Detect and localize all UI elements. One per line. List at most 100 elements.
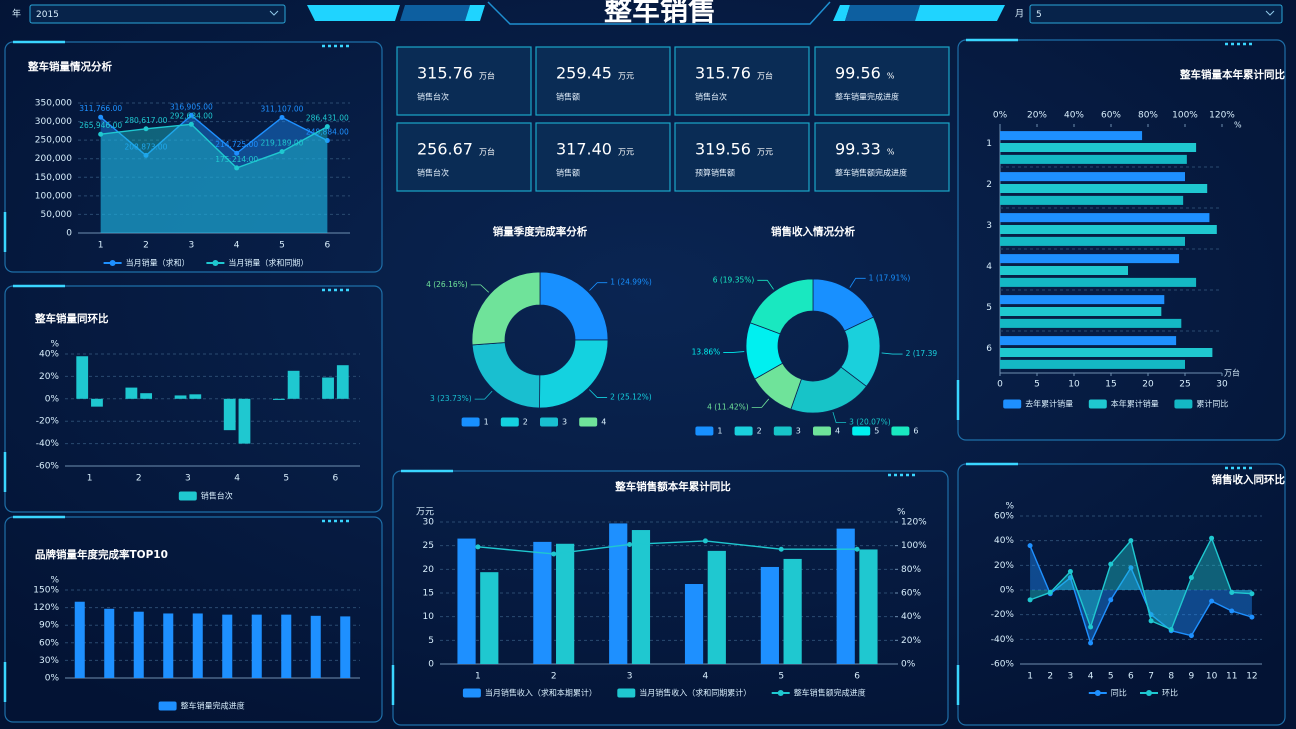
kpi-card: [396, 46, 532, 116]
bar: [556, 543, 575, 664]
legend-label: 去年累计销量: [1025, 399, 1073, 409]
chart-title: 整车销量情况分析: [27, 60, 112, 73]
legend-swatch: [158, 701, 177, 711]
point: [1067, 569, 1073, 574]
y-tick-label: 20%: [901, 636, 921, 646]
legend-swatch: [212, 260, 219, 266]
point: [1249, 591, 1255, 597]
x-tick-label: 25: [1179, 380, 1190, 390]
year-value[interactable]: 2015: [36, 10, 59, 20]
x2-tick-label: 60%: [1101, 111, 1121, 121]
bar: [238, 398, 251, 444]
bar: [457, 538, 476, 664]
kpi-label: 销售台次: [417, 168, 449, 178]
slice-label: 4 (26.16%): [426, 280, 468, 289]
month-value[interactable]: 5: [1036, 10, 1042, 20]
area: [100, 124, 328, 233]
bar: [707, 550, 726, 664]
axis-unit: %: [897, 508, 906, 518]
slice-label: 2 (17.39: [906, 349, 938, 358]
y-tick-label: 120%: [901, 518, 927, 528]
point: [98, 114, 104, 120]
x-tick-label: 6: [333, 474, 339, 484]
y-tick-label: 150,000: [35, 173, 72, 183]
bar: [1000, 254, 1180, 264]
point: [1229, 589, 1235, 595]
header-decor: [307, 1, 1005, 25]
legend-swatch: [617, 688, 636, 698]
slice-label: 1 (24.99%): [610, 278, 652, 287]
area: [1030, 538, 1252, 630]
area: [1030, 545, 1252, 644]
x2-tick-label: 100%: [1172, 111, 1198, 121]
legend-label: 1: [717, 427, 722, 436]
point: [1047, 589, 1053, 595]
y-tick-label: 0%: [45, 674, 60, 684]
legend-swatch: [734, 426, 753, 436]
value-label: 248,884.00: [306, 128, 349, 137]
bar: [174, 395, 187, 399]
legend-label: 当月销量（求和）: [126, 258, 190, 268]
x-tick-label: 3: [185, 474, 191, 484]
point: [188, 112, 194, 118]
bar: [859, 549, 878, 664]
point: [1188, 575, 1194, 581]
y-tick-label: 0: [66, 229, 72, 239]
bar: [1000, 142, 1197, 153]
kpi-label: 销售额: [556, 92, 580, 102]
legend-swatch: [1094, 690, 1101, 696]
y-tick-label: 10: [423, 612, 435, 622]
x-tick-label: 2: [1047, 672, 1053, 682]
y-tick-label: 120%: [33, 603, 59, 613]
y-tick-label: -40%: [36, 439, 60, 449]
kpi-unit: 万元: [757, 148, 773, 157]
y-tick-label: 100%: [901, 541, 927, 551]
year-select[interactable]: [29, 4, 286, 24]
y-tick-label: 5: [428, 636, 434, 646]
x-tick-label: 5: [1034, 380, 1040, 390]
point: [1209, 535, 1215, 541]
kpi-value: 315.76: [695, 64, 751, 83]
point: [188, 121, 194, 127]
kpi-card: [674, 46, 810, 116]
value-label: 286,431.00: [306, 114, 349, 123]
bar: [310, 615, 321, 678]
bar: [609, 523, 628, 664]
x-tick-label: 3: [627, 672, 633, 682]
x-tick-label: 10: [1068, 380, 1080, 390]
y-tick-label: -60%: [991, 660, 1015, 670]
value-label: 311,766.00: [79, 104, 122, 113]
leader-line: [881, 352, 903, 355]
bar: [533, 541, 552, 664]
y-tick-label: 90%: [39, 621, 59, 631]
x-tick-label: 9: [1189, 672, 1195, 682]
leader-line: [470, 284, 490, 293]
legend-label: 本年累计销量: [1111, 399, 1159, 409]
legend-label: 4: [835, 427, 840, 436]
line: [1029, 536, 1252, 631]
bar: [631, 530, 651, 664]
x-tick-label: 5: [778, 672, 784, 682]
value-label: 292,634.00: [170, 111, 213, 120]
panel-frame: [392, 470, 949, 726]
y-tick-label: 20: [423, 565, 435, 575]
bar: [189, 394, 202, 399]
slice-label: 1 (17.91%): [869, 273, 911, 282]
value-label: 265,946.00: [79, 121, 122, 130]
point: [324, 124, 330, 130]
point: [702, 538, 708, 544]
bar: [684, 584, 704, 664]
legend-label: 累计同比: [1196, 399, 1228, 409]
month-select[interactable]: [1029, 4, 1283, 24]
line: [477, 540, 858, 555]
bar: [1000, 154, 1187, 164]
legend-label: 2: [757, 427, 762, 436]
kpi-unit: 万台: [479, 71, 495, 81]
x-tick-label: 11: [1226, 672, 1237, 682]
x2-tick-label: 40%: [1064, 111, 1084, 121]
y-tick-label: 2: [986, 180, 992, 190]
legend-label: 2: [523, 418, 528, 427]
legend-swatch: [1003, 399, 1022, 409]
legend-swatch: [891, 426, 910, 436]
point: [1088, 640, 1094, 646]
